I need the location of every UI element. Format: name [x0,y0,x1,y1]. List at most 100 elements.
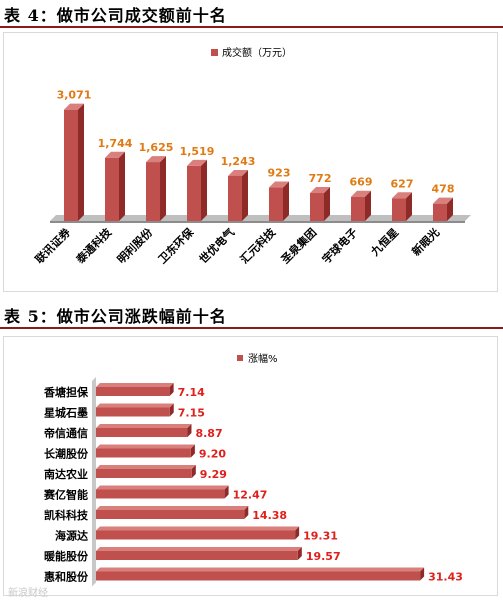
watermark: 新浪财经 [8,588,48,599]
bar [96,567,425,581]
category-label: 海源达 [55,529,88,543]
chart-frame-1: 成交额（万元） 3,071 联讯证券 1,744 泰通科技 1,625 明利股份 1,519 卫… [3,32,498,292]
value-label: 9.20 [199,448,226,461]
bar-top [96,383,174,387]
bar-front [96,448,191,458]
category-label: 联讯证券 [32,225,74,267]
value-label: 1,625 [139,141,174,154]
bar [146,156,166,221]
category-label: 汇元科技 [237,225,279,267]
category-label: 圣泉集团 [277,225,319,267]
bar-top [310,187,330,194]
bar-side [420,567,425,581]
bar [96,424,192,437]
value-label: 9.29 [200,468,227,481]
category-label: 帝信通信 [44,426,88,440]
legend-label: 涨幅% [248,352,278,365]
bar-front [146,162,160,221]
value-label: 19.57 [306,550,341,563]
bar-front [392,198,406,221]
bar-front [96,469,192,478]
bar-front [96,489,225,499]
bar-front [96,571,421,581]
bar [96,506,249,519]
value-label: 1,243 [221,155,256,168]
value-label: 669 [350,176,373,189]
bar-top [433,197,453,204]
bar [96,403,174,417]
section-title-2: 表 5：做市公司涨跌幅前十名 [4,307,227,326]
bar-front [96,551,298,560]
bar-side [324,187,330,221]
chart-floor-edge [50,221,465,223]
bar-top [105,151,125,158]
bar-top [96,465,196,469]
bar-top [64,103,84,110]
bar-top [96,444,195,449]
legend-swatch [237,355,243,361]
bar-front [310,193,324,221]
category-label: 世优电气 [196,225,237,266]
bar [96,485,229,499]
chart-frame-2: 涨幅% 7.14 香塘担保 7.15 星城石墨 8.87 帝信通信 9.20 长潮股份 9.29 南… [3,336,498,596]
bar-top [96,485,229,490]
value-label: 8.87 [195,427,222,440]
bar-front [64,109,78,221]
category-label: 凯科科技 [44,508,89,522]
bar [351,190,371,221]
legend-swatch [211,49,218,56]
bar [310,187,330,221]
category-label: 南达农业 [44,467,88,481]
bar [96,526,300,540]
bar [228,169,248,221]
value-label: 627 [391,177,414,190]
bar [96,547,302,560]
bar [392,192,412,221]
bar-top [96,424,192,428]
bar-side [447,197,453,221]
bar-side [406,192,412,221]
change-bar-chart: 涨幅% 7.14 香塘担保 7.15 星城石墨 8.87 帝信通信 9.20 长潮股份 9.29 南… [43,352,463,587]
category-label: 泰通科技 [72,225,114,267]
bar [105,151,125,221]
value-label: 1,744 [98,137,133,150]
bar [433,197,453,221]
bar-top [392,192,412,199]
bar-side [297,547,302,560]
bar [96,444,195,458]
value-label: 14.38 [252,509,287,522]
bar-front [105,157,119,221]
category-label: 新眼光 [409,225,442,258]
bar [64,103,84,221]
bar-side [201,159,207,221]
bar [96,465,196,478]
bar-front [269,187,283,221]
title-rule-2 [0,327,503,329]
category-label: 明利股份 [114,225,156,267]
bar-front [96,387,170,396]
category-label: 九恒星 [367,225,401,259]
category-label: 卫东环保 [155,225,197,267]
bar-side [169,383,174,396]
turnover-bar-chart: 成交额（万元） 3,071 联讯证券 1,744 泰通科技 1,625 明利股份 1,519 卫… [32,46,471,267]
bar-top [187,159,207,166]
title-rule-1 [0,26,503,28]
bar-front [351,196,365,221]
value-label: 923 [268,167,291,180]
bar-side [119,151,125,221]
value-label: 12.47 [233,489,268,502]
bar-side [190,444,195,458]
bar-front [96,407,170,417]
value-label: 772 [309,172,332,185]
bar-front [228,175,242,221]
bar-front [187,165,201,221]
category-label: 暖能股份 [44,549,89,563]
bar [96,383,174,396]
bar-front [96,530,296,540]
bar-side [160,156,166,221]
chart-wall [92,377,96,587]
bar-top [146,156,166,163]
bar [187,159,207,221]
category-label: 赛亿智能 [43,488,88,502]
value-label: 1,519 [180,145,215,158]
